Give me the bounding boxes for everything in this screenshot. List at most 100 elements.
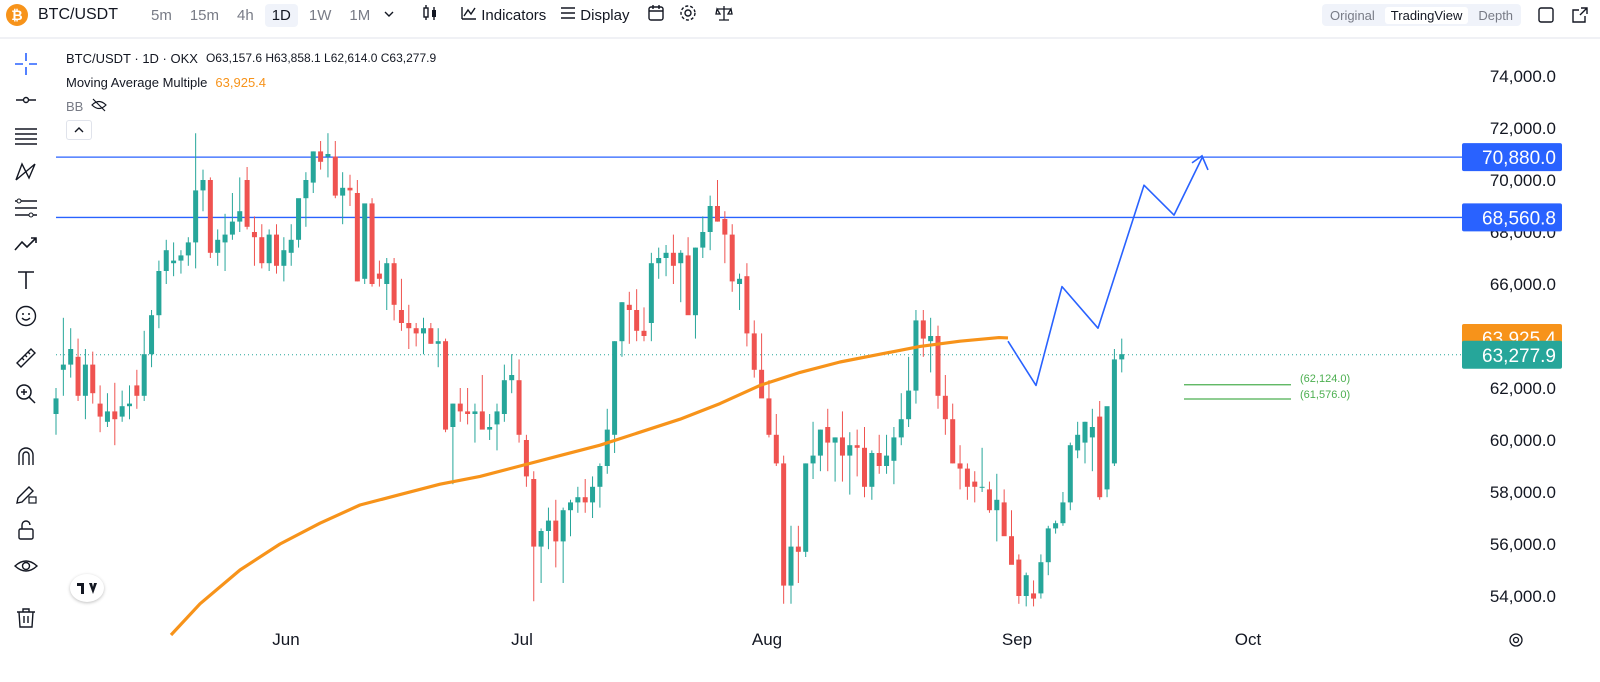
candle — [465, 388, 471, 425]
candle-body — [869, 453, 875, 487]
tradingview-logo-icon[interactable] — [70, 574, 104, 602]
candle — [957, 445, 963, 490]
ruler-icon[interactable] — [12, 344, 40, 372]
candle-body — [435, 341, 441, 344]
candle — [1038, 554, 1044, 599]
candle-body — [156, 271, 162, 316]
chart-settings-icon[interactable] — [1508, 632, 1524, 653]
zoom-in-icon[interactable] — [12, 380, 40, 408]
price-tag-label: 68,560.8 — [1482, 208, 1556, 229]
candle-body — [568, 502, 573, 511]
candle — [516, 359, 522, 443]
fullscreen-icon[interactable] — [1572, 7, 1588, 27]
candle-body — [1082, 421, 1088, 443]
candle-type-icon[interactable] — [421, 4, 439, 26]
candle-body — [237, 211, 243, 222]
candle-body — [604, 429, 610, 466]
timeframe-1d[interactable]: 1D — [264, 3, 298, 27]
candle — [332, 141, 338, 199]
candle-body — [391, 263, 397, 305]
view-tradingview[interactable]: TradingView — [1384, 6, 1469, 24]
candle — [1067, 442, 1073, 511]
candle — [876, 434, 882, 474]
candle-body — [950, 419, 956, 464]
candle — [310, 151, 316, 193]
symbol-name[interactable]: BTC/USDT — [38, 6, 118, 23]
pattern-icon[interactable] — [12, 158, 40, 186]
legend-title[interactable]: BTC/USDT · 1D · OKX — [66, 50, 198, 66]
view-original[interactable]: Original — [1330, 7, 1375, 23]
candle-body — [626, 304, 632, 310]
candle — [707, 195, 713, 251]
layout-icon[interactable] — [1538, 7, 1554, 27]
timeframe-1w[interactable]: 1W — [308, 6, 332, 24]
candle — [362, 203, 368, 284]
candle-body — [296, 198, 302, 240]
candle-body — [891, 437, 897, 461]
candle — [560, 507, 566, 583]
timeframe-1m[interactable]: 1M — [349, 6, 371, 24]
candle — [884, 434, 890, 474]
emoji-icon[interactable] — [12, 302, 40, 330]
timeframe-5m[interactable]: 5m — [151, 6, 172, 24]
view-depth[interactable]: Depth — [1478, 7, 1514, 23]
candle — [266, 229, 272, 271]
price-tag-label: 63,277.9 — [1482, 346, 1556, 367]
timeframe-15m[interactable]: 15m — [189, 6, 220, 24]
projection — [1007, 154, 1209, 387]
calendar-icon[interactable] — [647, 4, 665, 26]
magnet-icon[interactable] — [12, 442, 40, 470]
candle — [641, 307, 647, 342]
candle — [854, 429, 860, 477]
eye-icon[interactable] — [12, 552, 40, 580]
candle — [501, 364, 507, 422]
candle-body — [920, 320, 926, 339]
candle-body — [906, 390, 912, 420]
candle-body — [1016, 559, 1022, 596]
candle — [1097, 401, 1103, 500]
candle — [935, 325, 941, 409]
candle — [163, 239, 169, 284]
candle-body — [229, 221, 235, 235]
scales-icon[interactable] — [715, 4, 734, 26]
candle-body — [619, 302, 625, 342]
pencil-lock-icon[interactable] — [12, 480, 40, 508]
candle-body — [634, 310, 640, 331]
candle-body — [222, 234, 228, 243]
candle-body — [781, 463, 787, 586]
ma-name[interactable]: Moving Average Multiple — [66, 74, 208, 90]
candle-body — [457, 403, 463, 412]
candle-body — [582, 497, 588, 503]
y-tick-label: 62,000.0 — [1490, 379, 1556, 398]
horizontal-lines-icon[interactable] — [12, 122, 40, 150]
crosshair-icon[interactable] — [12, 50, 40, 78]
display-button[interactable]: Display — [560, 5, 629, 25]
lock-icon[interactable] — [12, 516, 40, 544]
chevron-down-icon[interactable] — [383, 7, 395, 24]
indicators-button[interactable]: Indicators — [461, 5, 546, 25]
timeframe-4h[interactable]: 4h — [237, 6, 254, 24]
candle-body — [266, 234, 272, 264]
bitcoin-icon[interactable]: ₿ — [6, 4, 28, 26]
candle — [104, 393, 110, 427]
candle — [942, 375, 948, 435]
collapse-legend-button[interactable] — [66, 120, 92, 140]
candle-body — [957, 463, 963, 469]
trash-icon[interactable] — [12, 604, 40, 632]
bb-label[interactable]: BB — [66, 98, 84, 114]
trend-line-icon[interactable] — [12, 86, 40, 114]
candle — [538, 528, 544, 583]
forecast-icon[interactable] — [12, 230, 40, 258]
eye-off-icon[interactable] — [91, 98, 108, 115]
candle — [193, 133, 199, 269]
candle-body — [737, 278, 743, 284]
gear-icon[interactable] — [679, 4, 697, 26]
chart-legend: BTC/USDT · 1D · OKX O63,157.6 H63,858.1 … — [66, 46, 436, 118]
candle-body — [325, 154, 331, 157]
text-icon[interactable] — [12, 266, 40, 294]
candles — [53, 133, 1125, 607]
x-tick-jul: Jul — [511, 630, 533, 649]
fib-icon[interactable] — [12, 194, 40, 222]
candle — [972, 471, 978, 503]
